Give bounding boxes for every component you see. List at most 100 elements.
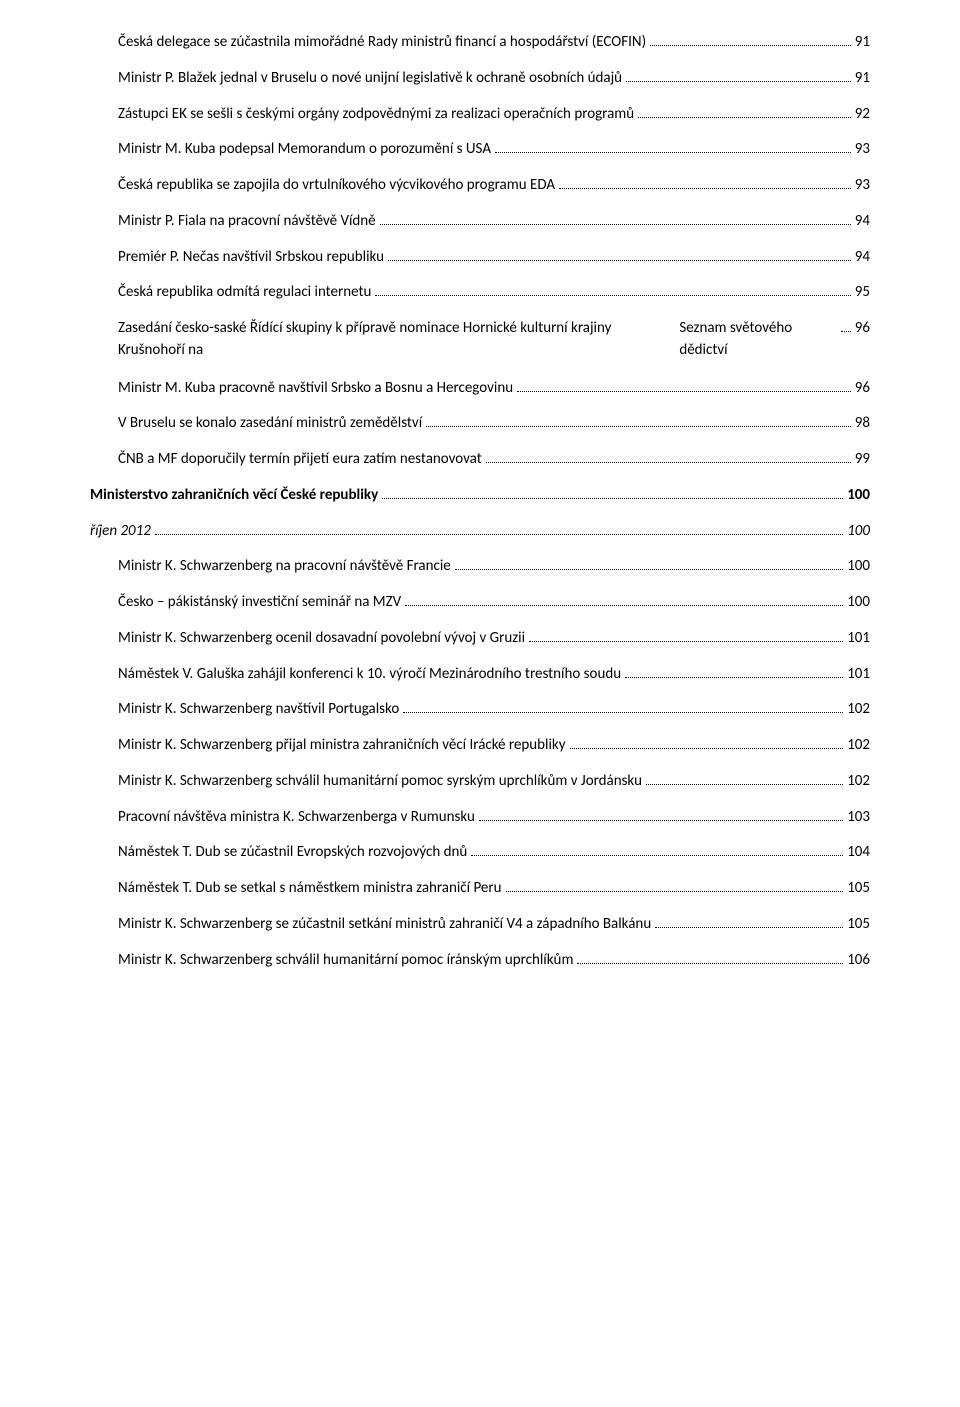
toc-page-number: 99: [855, 449, 870, 471]
toc-leader: [650, 34, 851, 46]
toc-label: Ministr K. Schwarzenberg schválil humani…: [118, 771, 642, 793]
toc-entry[interactable]: Ministr K. Schwarzenberg navštívil Portu…: [118, 699, 870, 721]
toc-page-number: 100: [847, 556, 870, 578]
toc-page-number: 106: [847, 950, 870, 972]
toc-entry[interactable]: Ministr K. Schwarzenberg ocenil dosavadn…: [118, 628, 870, 650]
toc-page-number: 103: [847, 807, 870, 829]
toc-label: Ministerstvo zahraničních věcí České rep…: [90, 485, 378, 507]
toc-leader: [486, 451, 851, 463]
toc-entry[interactable]: Pracovní návštěva ministra K. Schwarzenb…: [118, 807, 870, 829]
toc-leader: [570, 737, 844, 749]
toc-label: Náměstek T. Dub se setkal s náměstkem mi…: [118, 878, 502, 900]
toc-entry[interactable]: říjen 2012 100: [90, 521, 870, 543]
toc-leader: [155, 523, 843, 535]
toc-entry[interactable]: Česká republika se zapojila do vrtulníko…: [118, 175, 870, 197]
toc-label: říjen 2012: [90, 521, 151, 543]
toc-leader: [471, 844, 843, 856]
toc-page-number: 92: [855, 104, 870, 126]
toc-entry[interactable]: Náměstek T. Dub se setkal s náměstkem mi…: [118, 878, 870, 900]
toc-label: Premiér P. Nečas navštívil Srbskou repub…: [118, 247, 384, 269]
toc-leader: [495, 141, 851, 153]
toc-entry[interactable]: Náměstek V. Galuška zahájil konferenci k…: [118, 664, 870, 686]
toc-entry[interactable]: Česká republika odmítá regulaci internet…: [118, 282, 870, 304]
toc-entry[interactable]: Zástupci EK se sešli s českými orgány zo…: [118, 104, 870, 126]
toc-label: Ministr P. Blažek jednal v Bruselu o nov…: [118, 68, 622, 90]
toc-page-number: 102: [847, 699, 870, 721]
toc-label: Ministr K. Schwarzenberg na pracovní náv…: [118, 556, 451, 578]
toc-page-number: 100: [847, 485, 870, 507]
toc-label: Ministr K. Schwarzenberg přijal ministra…: [118, 735, 566, 757]
toc-page-number: 102: [847, 735, 870, 757]
toc-leader: [426, 415, 851, 427]
toc-entry[interactable]: Ministr K. Schwarzenberg na pracovní náv…: [118, 556, 870, 578]
toc-entry[interactable]: Náměstek T. Dub se zúčastnil Evropských …: [118, 842, 870, 864]
toc-leader: [638, 106, 851, 118]
toc-entry[interactable]: Česká delegace se zúčastnila mimořádné R…: [118, 32, 870, 54]
toc-leader: [655, 916, 843, 928]
toc-page-number: 104: [847, 842, 870, 864]
toc-label: Česko – pákistánský investiční seminář n…: [118, 592, 401, 614]
toc-label: Česká delegace se zúčastnila mimořádné R…: [118, 32, 646, 54]
toc-label: Česká republika odmítá regulaci internet…: [118, 282, 371, 304]
toc-label: Seznam světového dědictví: [679, 318, 836, 362]
toc-leader: [455, 558, 843, 570]
toc-leader: [375, 284, 850, 296]
toc-entry[interactable]: Ministr K. Schwarzenberg přijal ministra…: [118, 735, 870, 757]
toc-leader: [403, 701, 843, 713]
toc-page-number: 96: [855, 378, 870, 400]
toc-page-number: 91: [855, 32, 870, 54]
toc-entry[interactable]: Ministr P. Fiala na pracovní návštěvě Ví…: [118, 211, 870, 233]
toc-entry[interactable]: ČNB a MF doporučily termín přijetí eura …: [118, 449, 870, 471]
toc-label: Ministr K. Schwarzenberg schválil humani…: [118, 950, 573, 972]
toc-leader: [388, 249, 851, 261]
toc-page-number: 101: [847, 628, 870, 650]
toc-page-number: 100: [847, 521, 870, 543]
toc-label: Ministr M. Kuba podepsal Memorandum o po…: [118, 139, 491, 161]
toc-entry[interactable]: Ministr P. Blažek jednal v Bruselu o nov…: [118, 68, 870, 90]
toc-page-number: 93: [855, 175, 870, 197]
toc-label: V Bruselu se konalo zasedání ministrů ze…: [118, 413, 422, 435]
toc-label: Ministr K. Schwarzenberg ocenil dosavadn…: [118, 628, 525, 650]
toc-label: Ministr K. Schwarzenberg navštívil Portu…: [118, 699, 399, 721]
toc-leader: [625, 666, 843, 678]
table-of-contents: Česká delegace se zúčastnila mimořádné R…: [90, 32, 870, 971]
toc-entry[interactable]: Ministr K. Schwarzenberg schválil humani…: [118, 771, 870, 793]
toc-label: Náměstek V. Galuška zahájil konferenci k…: [118, 664, 621, 686]
toc-page-number: 95: [855, 282, 870, 304]
toc-page-number: 91: [855, 68, 870, 90]
toc-page-number: 105: [847, 914, 870, 936]
toc-entry[interactable]: Česko – pákistánský investiční seminář n…: [118, 592, 870, 614]
toc-entry[interactable]: V Bruselu se konalo zasedání ministrů ze…: [118, 413, 870, 435]
toc-leader: [405, 594, 843, 606]
toc-leader: [479, 809, 843, 821]
toc-page-number: 105: [847, 878, 870, 900]
toc-entry[interactable]: Ministr K. Schwarzenberg se zúčastnil se…: [118, 914, 870, 936]
toc-page-number: 94: [855, 247, 870, 269]
toc-leader: [646, 773, 843, 785]
toc-entry[interactable]: Ministr M. Kuba podepsal Memorandum o po…: [118, 139, 870, 161]
toc-label: Ministr P. Fiala na pracovní návštěvě Ví…: [118, 211, 376, 233]
toc-leader: [559, 177, 851, 189]
toc-entry[interactable]: Premiér P. Nečas navštívil Srbskou repub…: [118, 247, 870, 269]
toc-entry[interactable]: Zasedání česko-saské Řídící skupiny k př…: [118, 318, 870, 364]
toc-leader: [626, 70, 851, 82]
toc-page-number: 100: [847, 592, 870, 614]
toc-leader: [841, 320, 851, 332]
toc-page-number: 102: [847, 771, 870, 793]
toc-entry[interactable]: Ministr K. Schwarzenberg schválil humani…: [118, 950, 870, 972]
toc-leader: [380, 213, 851, 225]
toc-leader: [529, 630, 843, 642]
toc-page-number: 93: [855, 139, 870, 161]
toc-leader: [577, 952, 843, 964]
toc-page-number: 101: [847, 664, 870, 686]
toc-label: Ministr K. Schwarzenberg se zúčastnil se…: [118, 914, 651, 936]
toc-label: Česká republika se zapojila do vrtulníko…: [118, 175, 555, 197]
toc-page-number: 94: [855, 211, 870, 233]
toc-label: Zasedání česko-saské Řídící skupiny k př…: [118, 318, 679, 362]
toc-entry[interactable]: Ministerstvo zahraničních věcí České rep…: [90, 485, 870, 507]
toc-page-number: 96: [855, 318, 870, 340]
toc-leader: [382, 487, 843, 499]
toc-label: Náměstek T. Dub se zúčastnil Evropských …: [118, 842, 467, 864]
toc-entry[interactable]: Ministr M. Kuba pracovně navštívil Srbsk…: [118, 378, 870, 400]
toc-label: Zástupci EK se sešli s českými orgány zo…: [118, 104, 634, 126]
